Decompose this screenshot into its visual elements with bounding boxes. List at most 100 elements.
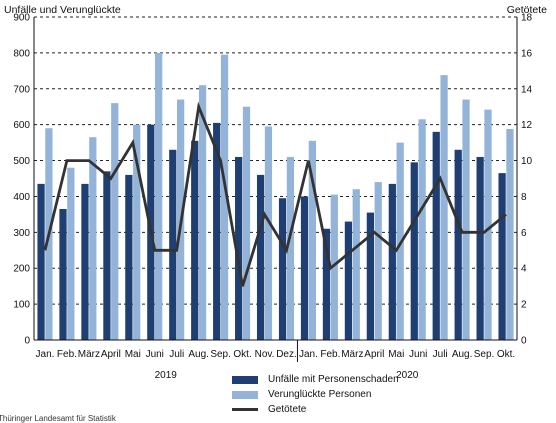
legend-swatch-accidents: [232, 375, 258, 384]
bar-injured: [155, 52, 163, 341]
bar-injured: [286, 156, 295, 340]
x-tick-label: Mai: [388, 349, 404, 360]
x-tick-labels: Jan. Feb. März April Mai Juni Juli Aug. Sep. Okt.…: [36, 340, 515, 381]
x-tick-label: Okt.: [233, 349, 251, 360]
bar-injured: [133, 124, 141, 341]
x-tick-label: März: [78, 349, 100, 360]
x-tick-label: April: [101, 349, 121, 360]
x-tick-label: Juli: [433, 349, 448, 360]
x-tick-label: März: [341, 349, 363, 360]
y-left-tick-label: 600: [13, 120, 30, 131]
bar-accidents: [256, 174, 265, 340]
bar-injured: [111, 103, 119, 340]
y-left-tick-label: 900: [13, 13, 30, 24]
bar-injured: [506, 128, 514, 340]
legend-item-deaths: Getötete: [232, 402, 399, 417]
bar-accidents: [37, 183, 45, 340]
y-left-tick-label: 300: [13, 228, 30, 239]
legend: Unfälle mit Personenschaden Verunglückte…: [232, 372, 399, 417]
bar-accidents: [278, 198, 287, 340]
bar-injured: [440, 75, 448, 340]
legend-label-accidents: Unfälle mit Personenschaden: [268, 374, 399, 385]
bar-accidents: [169, 149, 177, 340]
bar-accidents: [125, 174, 133, 340]
bar-accidents: [191, 140, 199, 340]
x-tick-label: Mai: [125, 349, 141, 360]
left-axis-title: Unfälle und Verunglückte: [4, 4, 121, 16]
y-left-tick-label: 200: [13, 264, 30, 275]
bar-injured: [418, 119, 426, 341]
bar-injured: [89, 137, 97, 340]
bar-injured: [198, 85, 207, 340]
source-note: Thüringer Landesamt für Statistik: [0, 414, 116, 423]
bar-accidents: [388, 183, 396, 340]
x-tick-label: April: [364, 349, 384, 360]
y-right-tick-label: 12: [521, 120, 533, 131]
x-tick-label: Jan.: [299, 349, 318, 360]
y-right-tick-label: 6: [521, 228, 527, 239]
legend-label-injured: Verunglückte Personen: [268, 389, 372, 400]
y-right-tick-label: 16: [521, 48, 533, 59]
x-tick-label: Juli: [169, 349, 184, 360]
bar-injured: [220, 54, 229, 340]
bar-injured: [484, 109, 492, 341]
x-tick-label: Sep.: [210, 349, 231, 360]
bar-accidents: [235, 156, 243, 340]
x-tick-label: Feb.: [320, 349, 340, 360]
x-tick-label: Okt.: [497, 349, 515, 360]
y-left-tick-label: 700: [13, 84, 30, 95]
x-tick-label: Nov.: [255, 349, 275, 360]
bar-injured: [264, 126, 273, 340]
y-right-tick-label: 4: [521, 264, 527, 275]
bar-accidents: [410, 162, 418, 340]
bar-accidents: [59, 209, 67, 340]
bar-accidents: [476, 156, 484, 340]
bar-injured: [462, 99, 470, 341]
bar-accidents: [454, 149, 462, 340]
y-left-tick-label: 0: [24, 336, 30, 347]
y-left-tick-label: 800: [13, 48, 30, 59]
bar-accidents: [103, 171, 111, 340]
y-right-tick-label: 2: [521, 300, 527, 311]
y-right-tick-label: 18: [521, 13, 533, 24]
x-tick-label: Aug.: [188, 349, 209, 360]
year-label: 2020: [396, 370, 419, 381]
legend-swatch-deaths: [232, 408, 258, 411]
bar-accidents: [366, 212, 374, 340]
y-left-tick-label: 500: [13, 156, 30, 167]
right-axis-title: Getötete: [507, 4, 547, 16]
bar-injured: [67, 167, 75, 340]
bar-accidents: [432, 131, 440, 340]
bar-injured: [242, 106, 251, 340]
bar-injured: [352, 189, 360, 340]
deaths-line: [43, 101, 507, 287]
bar-injured: [374, 182, 382, 340]
deaths-line-layer: [43, 101, 507, 287]
bar-accidents: [498, 173, 506, 340]
x-tick-label: Aug.: [452, 349, 473, 360]
x-tick-label: Sep.: [474, 349, 495, 360]
y-right-tick-label: 8: [521, 192, 527, 203]
x-tick-label: Feb.: [57, 349, 77, 360]
bar-accidents: [300, 196, 309, 340]
year-label: 2019: [155, 370, 178, 381]
x-tick-label: Juni: [146, 349, 164, 360]
y-right-tick-label: 10: [521, 156, 533, 167]
legend-item-injured: Verunglückte Personen: [232, 387, 399, 402]
bar-accidents: [322, 228, 331, 340]
legend-swatch-injured: [232, 390, 258, 399]
legend-label-deaths: Getötete: [268, 404, 307, 415]
axes: 0 100 200 300 400 500 600 700 800 900 0 2 4 6 8 10 12 14 1…: [13, 13, 532, 347]
y-right-tick-label: 14: [521, 84, 533, 95]
x-tick-label: Juni: [409, 349, 427, 360]
bar-injured: [308, 140, 316, 340]
y-left-tick-label: 100: [13, 300, 30, 311]
x-tick-label: Dez.: [276, 349, 297, 360]
y-right-tick-label: 0: [521, 336, 527, 347]
bar-accidents: [213, 122, 221, 340]
bar-accidents: [81, 183, 89, 340]
legend-item-accidents: Unfälle mit Personenschaden: [232, 372, 399, 387]
y-left-tick-label: 400: [13, 192, 30, 203]
bar-accidents: [344, 221, 353, 340]
